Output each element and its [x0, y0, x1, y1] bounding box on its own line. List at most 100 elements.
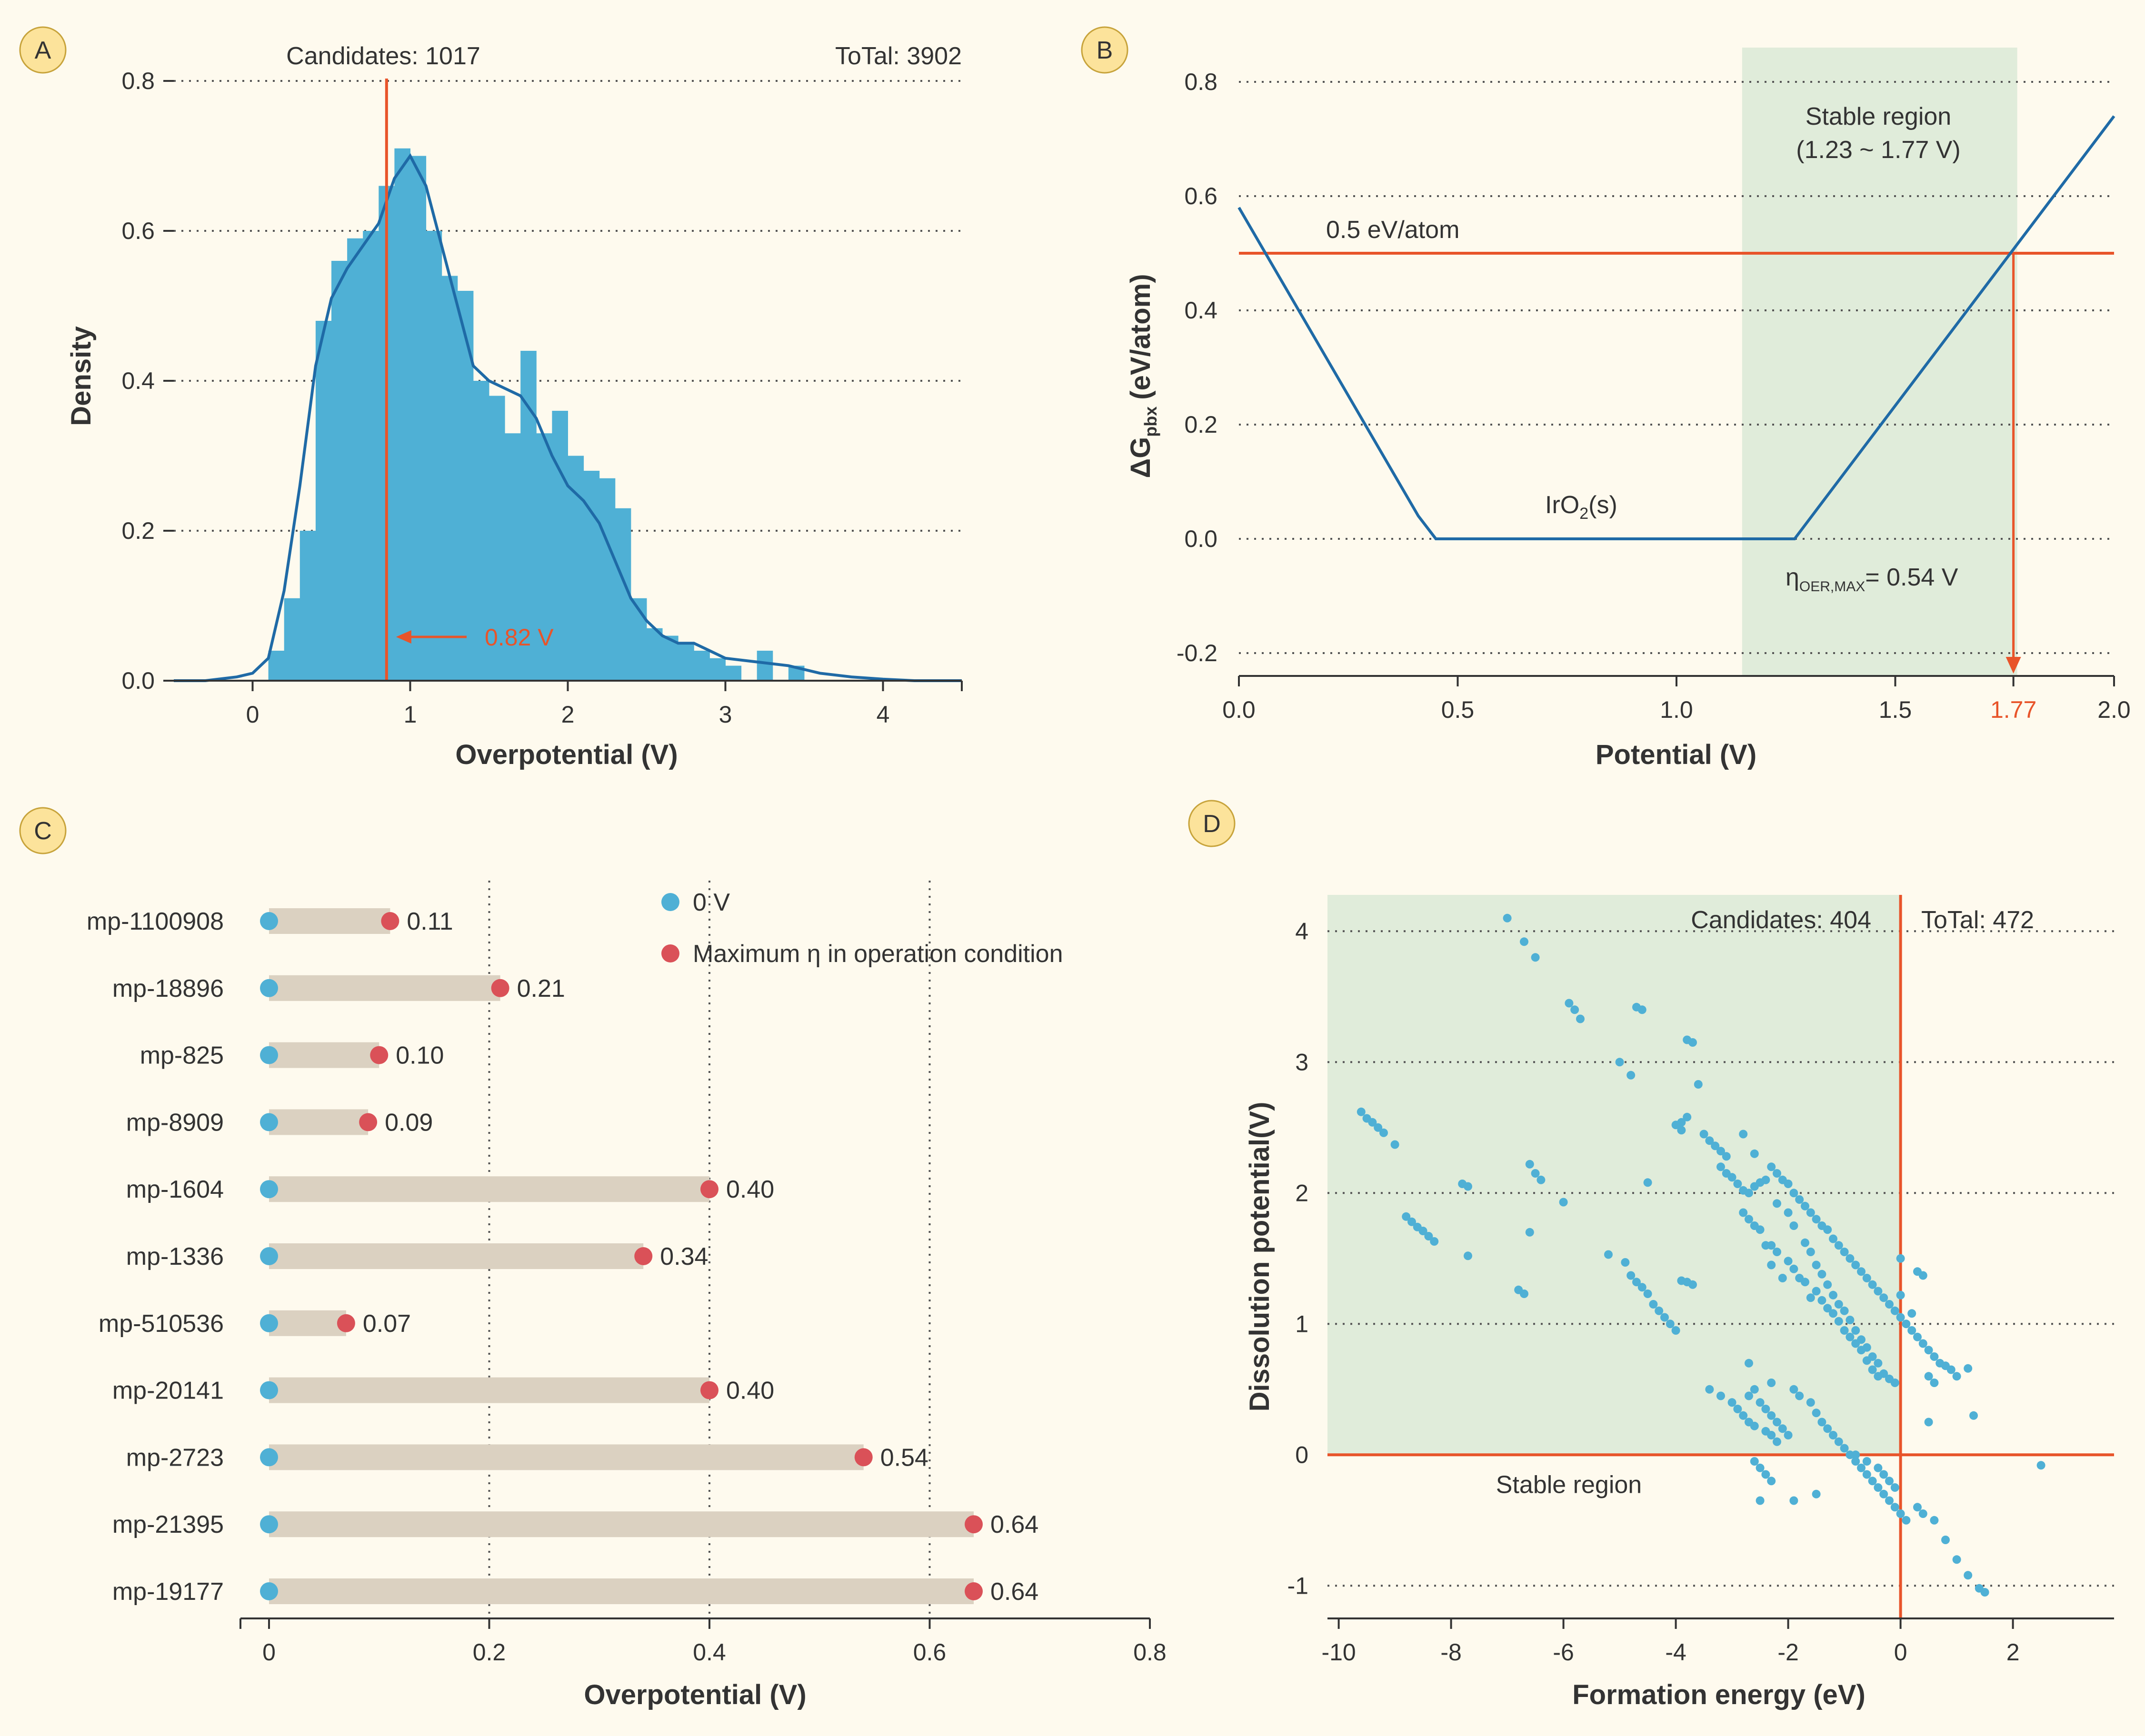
a-bar	[473, 381, 489, 681]
d-point	[1761, 1241, 1770, 1250]
d-point	[1767, 1431, 1776, 1439]
d-point	[1531, 953, 1540, 962]
d-point	[1739, 1411, 1748, 1420]
d-point	[1907, 1326, 1916, 1335]
d-point	[1637, 1283, 1646, 1292]
d-point	[1784, 1208, 1793, 1217]
d-point	[1789, 1221, 1798, 1230]
a-bar	[725, 665, 742, 681]
d-point	[1930, 1352, 1939, 1361]
d-point	[1503, 913, 1512, 923]
d-point	[1705, 1385, 1714, 1394]
c-row: mp-1100908 0.11	[87, 908, 453, 935]
d-point	[1407, 1217, 1416, 1226]
c-value-label: 0.54	[880, 1444, 928, 1471]
d-point	[1924, 1346, 1933, 1355]
d-point	[1727, 1398, 1736, 1407]
d-point	[1621, 1258, 1630, 1267]
b-y-tick-label: 0.0	[1184, 526, 1217, 552]
d-point	[1655, 1306, 1664, 1315]
d-point	[1761, 1405, 1770, 1413]
d-point	[1520, 937, 1528, 946]
d-stable-region	[1327, 895, 1901, 1455]
a-bars	[268, 148, 805, 681]
d-point	[1739, 1208, 1748, 1217]
d-x-tick-label: 2	[2006, 1639, 2020, 1666]
a-bar	[647, 628, 663, 681]
d-point	[1778, 1424, 1787, 1433]
d-y-tick-label: 3	[1295, 1049, 1308, 1075]
d-total-label: ToTal: 472	[1921, 906, 2034, 934]
badge-b: B	[1081, 26, 1128, 74]
d-point	[1885, 1477, 1894, 1486]
c-value-label: 0.34	[660, 1243, 708, 1270]
a-x-tick-label: 4	[877, 701, 890, 728]
a-x-tick-label: 0	[246, 701, 259, 728]
c-x-tick-label: 0.4	[693, 1639, 726, 1666]
c-dot-zero	[260, 1180, 278, 1199]
a-x-axis-label: Overpotential (V)	[455, 739, 678, 770]
c-value-label: 0.64	[990, 1511, 1038, 1538]
d-point	[1368, 1118, 1377, 1127]
d-point	[1952, 1372, 1961, 1381]
a-bar	[505, 433, 521, 681]
d-point	[1930, 1516, 1939, 1525]
d-point	[1913, 1332, 1922, 1341]
c-category-label: mp-1604	[126, 1176, 224, 1203]
d-point	[1795, 1195, 1804, 1204]
a-x-tick-label: 1	[404, 701, 417, 728]
d-point	[1570, 1005, 1579, 1014]
d-point	[1727, 1173, 1736, 1182]
d-stable-region-label: Stable region	[1496, 1471, 1642, 1498]
panel-b-pourbaix: Stable region (1.23 ~ 1.77 V) 0.5 eV/ato…	[1125, 48, 2131, 770]
c-x-tick-label: 0.2	[473, 1639, 506, 1666]
c-x-tick-label: 0	[262, 1639, 276, 1666]
d-point	[1817, 1270, 1826, 1279]
b-stable-region	[1742, 48, 2017, 676]
b-x-tick-label: 1.0	[1660, 696, 1693, 723]
d-point	[1823, 1280, 1832, 1289]
a-x-tick-label: 2	[561, 701, 575, 728]
c-category-label: mp-1336	[126, 1243, 224, 1270]
d-x-tick-label: -6	[1553, 1639, 1574, 1666]
d-point	[1789, 1496, 1798, 1505]
d-point	[1773, 1248, 1781, 1256]
d-y-tick-label: 2	[1295, 1180, 1308, 1206]
d-point	[1812, 1215, 1821, 1224]
d-point	[1733, 1405, 1742, 1413]
d-point	[1773, 1437, 1781, 1446]
d-point	[1806, 1398, 1815, 1407]
b-y-tick-label: 0.8	[1184, 69, 1217, 95]
c-track-bar	[269, 975, 500, 1001]
a-bar	[489, 396, 505, 681]
d-point	[1615, 1058, 1624, 1067]
c-legend-dot-zero	[661, 893, 679, 911]
d-point	[1896, 1254, 1905, 1263]
d-point	[1874, 1483, 1883, 1492]
d-point	[1374, 1123, 1383, 1132]
d-point	[1789, 1385, 1798, 1394]
a-total-label: ToTal: 3902	[835, 42, 962, 70]
d-point	[1817, 1296, 1826, 1305]
c-track-bar	[269, 1511, 974, 1538]
a-bar	[757, 651, 773, 681]
b-y-tick-label: 0.2	[1184, 411, 1217, 438]
d-point	[1817, 1418, 1826, 1427]
d-point	[1756, 1496, 1765, 1505]
d-point	[1525, 1228, 1534, 1237]
c-value-label: 0.10	[396, 1042, 444, 1070]
d-point	[1756, 1463, 1765, 1472]
a-bar	[457, 291, 474, 681]
c-row: mp-18896 0.21	[112, 975, 565, 1002]
d-point	[1902, 1516, 1911, 1525]
d-point	[1750, 1385, 1759, 1394]
d-point	[1604, 1250, 1613, 1259]
c-dot-zero	[260, 1113, 278, 1131]
b-x-tick-label: 0.0	[1222, 696, 1256, 723]
c-dot-max	[700, 1381, 718, 1399]
d-point	[1778, 1274, 1787, 1282]
c-axes: 0 0.2 0.4 0.6 0.8	[239, 1617, 1167, 1666]
d-point	[1750, 1149, 1759, 1158]
a-bar	[299, 531, 316, 681]
